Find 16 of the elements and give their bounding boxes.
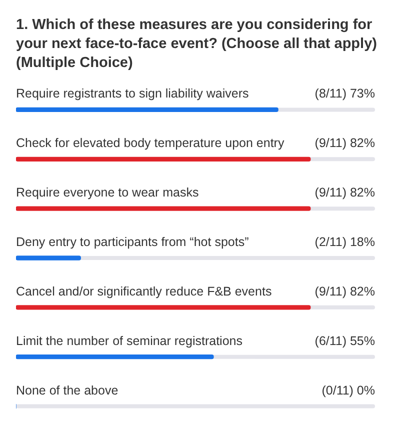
data-label: (8/11) 73%: [314, 86, 375, 101]
data-label: (6/11) 55%: [314, 334, 375, 348]
y-tick-label: Deny entry to participants from “hot spots”: [16, 235, 249, 249]
data-label: (0/11) 0%: [322, 383, 375, 398]
y-tick-label: Limit the number of seminar registrations: [16, 334, 242, 348]
data-label: (9/11) 82%: [314, 136, 375, 150]
y-tick-label: Require everyone to wear masks: [16, 186, 199, 200]
y-tick-label: Check for elevated body temperature upon entry: [16, 136, 285, 150]
chart-title: 1. Which of these measures are you considering for your next face-to-face event? (Choose all that apply) (Multiple Choice): [16, 16, 378, 73]
data-label: (9/11) 82%: [314, 284, 375, 298]
data-label: (9/11) 82%: [314, 186, 375, 200]
y-tick-label: None of the above: [16, 383, 118, 398]
y-tick-label: Cancel and/or significantly reduce F&B events: [16, 284, 272, 298]
data-label: (2/11) 18%: [314, 235, 375, 249]
y-tick-label: Require registrants to sign liability waivers: [16, 86, 249, 101]
bar: [16, 256, 81, 260]
